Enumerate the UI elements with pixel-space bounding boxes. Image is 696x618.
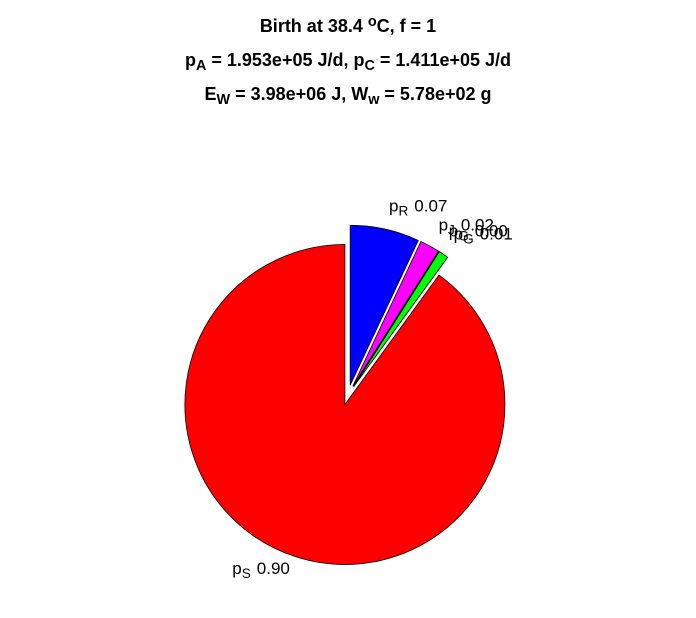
subscript: W xyxy=(217,92,231,108)
superscript: o xyxy=(368,14,377,30)
subscript: w xyxy=(367,92,380,108)
pie-slice xyxy=(349,224,419,386)
subscript: C xyxy=(364,58,374,74)
slice-label: pG 0.00 xyxy=(449,221,508,243)
text-part: p xyxy=(232,559,241,578)
text-part: p xyxy=(185,50,196,70)
text-part: Birth at 38.4 xyxy=(260,16,368,36)
chart-title: Birth at 38.4 oC, f = 1 xyxy=(260,14,436,36)
chart-title: EW = 3.98e+06 J, Ww = 5.78e+02 g xyxy=(205,84,492,108)
pie-slice xyxy=(352,240,440,387)
pie-slice xyxy=(184,244,506,565)
text-part: = 3.98e+06 J, W xyxy=(230,84,368,104)
slice-label: pG 0.01 xyxy=(454,225,513,247)
chart-title: pA = 1.953e+05 J/d, pC = 1.411e+05 J/d xyxy=(185,50,511,74)
subscript: J xyxy=(448,222,455,237)
slice-label: pJ 0.02 xyxy=(439,215,494,237)
slice-label: pS 0.90 xyxy=(232,559,290,581)
slice-label: pR 0.07 xyxy=(389,197,447,219)
slice-value: 0.00 xyxy=(475,221,508,240)
text-part: = 1.953e+05 J/d, p xyxy=(206,50,364,70)
slice-value: 0.01 xyxy=(480,225,513,244)
subscript: R xyxy=(398,204,408,219)
text-part: p xyxy=(449,221,458,240)
subscript: G xyxy=(458,228,469,243)
slice-value: 0.07 xyxy=(414,197,447,216)
text-part: p xyxy=(389,197,398,216)
text-part: C, f = 1 xyxy=(377,16,437,36)
text-part: E xyxy=(205,84,217,104)
subscript: G xyxy=(463,232,474,247)
text-part: = 5.78e+02 g xyxy=(379,84,491,104)
slice-value: 0.02 xyxy=(461,215,494,234)
text-part: p xyxy=(454,225,463,244)
text-part: = 1.411e+05 J/d xyxy=(375,50,511,70)
slice-value: 0.90 xyxy=(257,559,290,578)
pie-slice xyxy=(353,251,449,387)
subscript: A xyxy=(196,58,207,74)
subscript: S xyxy=(242,566,251,581)
text-part: p xyxy=(439,215,448,234)
